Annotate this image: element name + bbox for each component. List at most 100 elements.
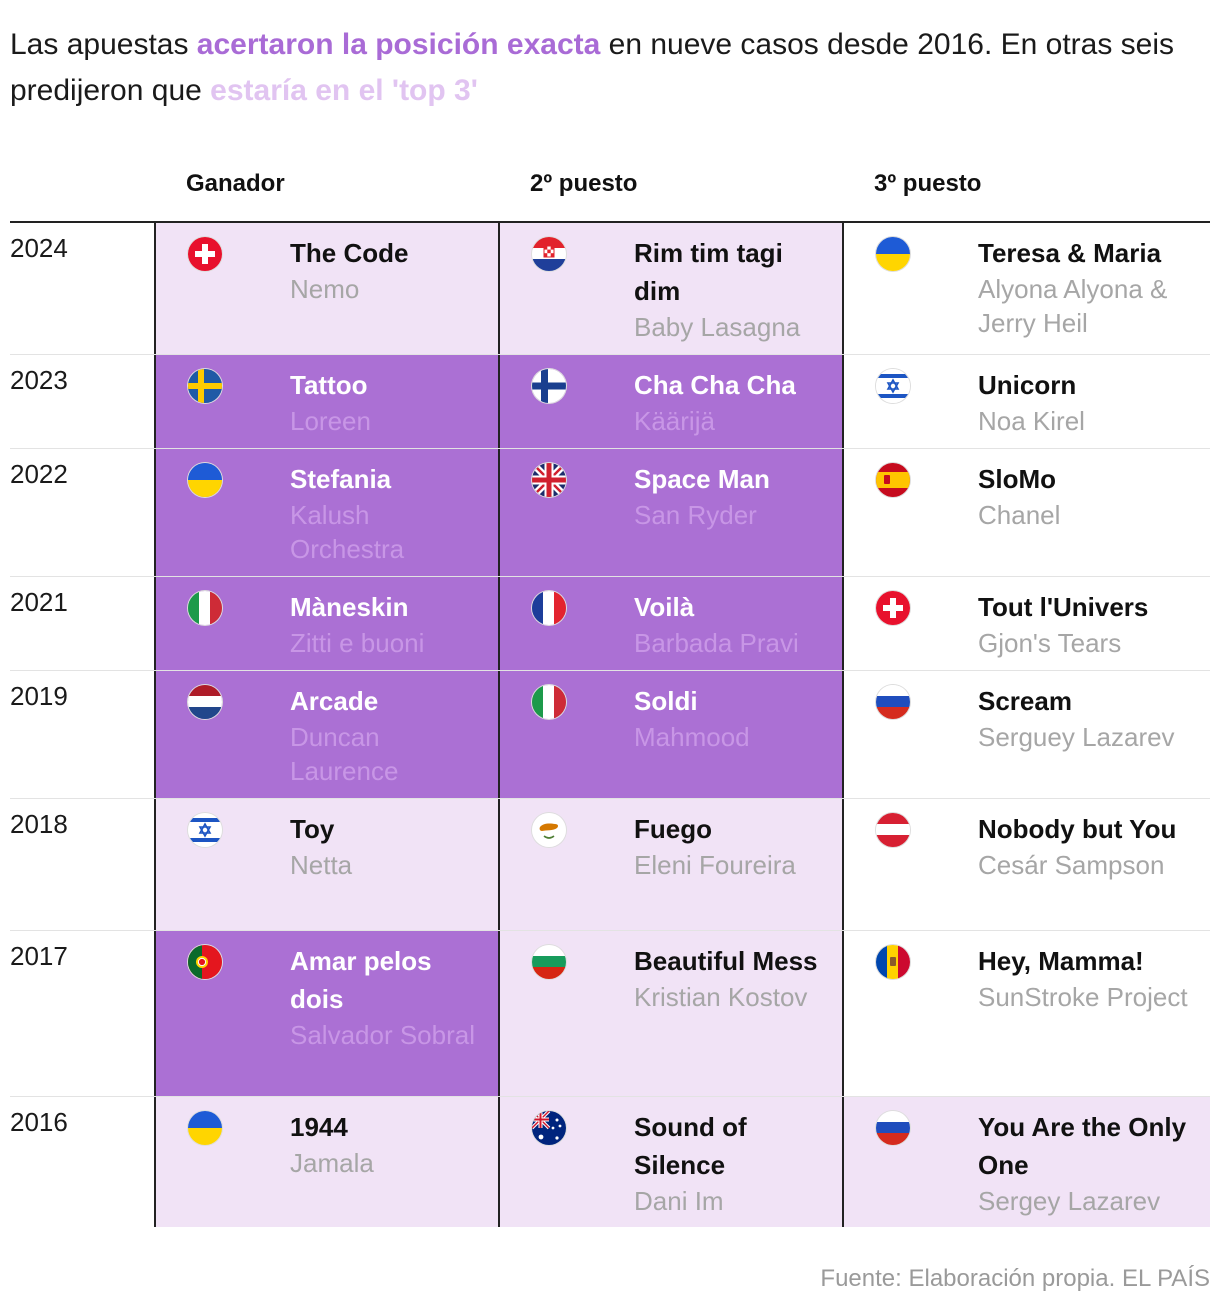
ukraine-flag-icon bbox=[876, 237, 910, 271]
table-row: 2019 Arcade Duncan Laurence Soldi Mahmood Scr… bbox=[10, 671, 1210, 799]
entry-text: Tattoo Loreen bbox=[290, 366, 480, 438]
title-part-1: Las apuestas bbox=[10, 28, 197, 61]
song-title: Cha Cha Cha bbox=[634, 370, 796, 400]
bulgaria-flag-icon bbox=[532, 945, 566, 979]
cell-winner: 1944 Jamala bbox=[154, 1097, 498, 1227]
artist-name: SunStroke Project bbox=[978, 982, 1188, 1012]
song-title: Hey, Mamma! bbox=[978, 946, 1144, 976]
portugal-flag-icon bbox=[188, 945, 222, 979]
cell-winner: Toy Netta bbox=[154, 799, 498, 930]
australia-flag-icon bbox=[532, 1111, 566, 1145]
table-row: 2021 Màneskin Zitti e buoni Voilà Barbada Pr… bbox=[10, 577, 1210, 671]
entry-text: Amar pelos dois Salvador Sobral bbox=[290, 942, 480, 1052]
spain-flag-icon bbox=[876, 463, 910, 497]
title-part-2: en nueve casos desde 2016. En otras seis… bbox=[10, 28, 1175, 107]
row-year: 2022 bbox=[10, 459, 68, 489]
song-title: Voilà bbox=[634, 592, 695, 622]
cell-winner: Amar pelos dois Salvador Sobral bbox=[154, 931, 498, 1096]
cell-third: Nobody but You Cesár Sampson bbox=[842, 799, 1210, 930]
song-title: Space Man bbox=[634, 464, 770, 494]
cell-winner: Arcade Duncan Laurence bbox=[154, 671, 498, 798]
entry-text: The Code Nemo bbox=[290, 234, 480, 306]
austria-flag-icon bbox=[876, 813, 910, 847]
entry-text: SloMo Chanel bbox=[978, 460, 1192, 532]
song-title: Toy bbox=[290, 814, 335, 844]
ukraine-flag-icon bbox=[188, 463, 222, 497]
cell-second: Voilà Barbada Pravi bbox=[498, 577, 842, 670]
song-title: SloMo bbox=[978, 464, 1056, 494]
results-table: Ganador 2º puesto 3º puesto 2024 The Code… bbox=[10, 160, 1210, 1227]
cell-second: Beautiful Mess Kristian Kostov bbox=[498, 931, 842, 1096]
song-title: Arcade bbox=[290, 686, 379, 716]
cell-second: Space Man San Ryder bbox=[498, 449, 842, 576]
song-title: Unicorn bbox=[978, 370, 1077, 400]
entry-text: You Are the Only One Sergey Lazarev bbox=[978, 1108, 1192, 1218]
entry-text: 1944 Jamala bbox=[290, 1108, 480, 1180]
song-title: Màneskin bbox=[290, 592, 409, 622]
artist-name: Salvador Sobral bbox=[290, 1020, 475, 1050]
title-highlight-exact: acertaron la posición exacta bbox=[196, 28, 601, 61]
cell-third: Unicorn Noa Kirel bbox=[842, 355, 1210, 448]
france-flag-icon bbox=[532, 591, 566, 625]
song-title: Nobody but You bbox=[978, 814, 1177, 844]
entry-text: Space Man San Ryder bbox=[634, 460, 824, 532]
song-title: Rim tim tagi dim bbox=[634, 238, 783, 306]
row-year: 2023 bbox=[10, 365, 68, 395]
entry-text: Beautiful Mess Kristian Kostov bbox=[634, 942, 824, 1014]
row-year: 2017 bbox=[10, 941, 68, 971]
row-year: 2018 bbox=[10, 809, 68, 839]
cell-winner: The Code Nemo bbox=[154, 223, 498, 354]
moldova-flag-icon bbox=[876, 945, 910, 979]
entry-text: Tout l'Univers Gjon's Tears bbox=[978, 588, 1192, 660]
song-title: Scream bbox=[978, 686, 1072, 716]
entry-text: Arcade Duncan Laurence bbox=[290, 682, 480, 788]
entry-text: Hey, Mamma! SunStroke Project bbox=[978, 942, 1192, 1014]
artist-name: Kalush Orchestra bbox=[290, 500, 405, 564]
artist-name: Netta bbox=[290, 850, 353, 880]
sweden-flag-icon bbox=[188, 369, 222, 403]
cell-winner: Tattoo Loreen bbox=[154, 355, 498, 448]
artist-name: Mahmood bbox=[634, 722, 750, 752]
entry-text: Rim tim tagi dim Baby Lasagna bbox=[634, 234, 824, 344]
entry-text: Unicorn Noa Kirel bbox=[978, 366, 1192, 438]
song-title: 1944 bbox=[290, 1112, 348, 1142]
cell-second: Sound of Silence Dani Im bbox=[498, 1097, 842, 1227]
artist-name: Loreen bbox=[290, 406, 371, 436]
artist-name: Duncan Laurence bbox=[290, 722, 399, 786]
cell-winner: Stefania Kalush Orchestra bbox=[154, 449, 498, 576]
row-year: 2021 bbox=[10, 587, 68, 617]
cell-third: You Are the Only One Sergey Lazarev bbox=[842, 1097, 1210, 1227]
artist-name: Gjon's Tears bbox=[978, 628, 1122, 658]
cell-third: Hey, Mamma! SunStroke Project bbox=[842, 931, 1210, 1096]
title-highlight-top3: estaría en el 'top 3' bbox=[210, 74, 478, 107]
artist-name: San Ryder bbox=[634, 500, 757, 530]
song-title: The Code bbox=[290, 238, 409, 268]
finland-flag-icon bbox=[532, 369, 566, 403]
cell-third: Tout l'Univers Gjon's Tears bbox=[842, 577, 1210, 670]
cell-third: Teresa & Maria Alyona Alyona & Jerry Heil bbox=[842, 223, 1210, 354]
artist-name: Dani Im bbox=[634, 1186, 724, 1216]
russia-flag-icon bbox=[876, 685, 910, 719]
cell-second: Soldi Mahmood bbox=[498, 671, 842, 798]
artist-name: Käärijä bbox=[634, 406, 715, 436]
israel-flag-icon bbox=[188, 813, 222, 847]
table-row: 2024 The Code Nemo Rim tim tagi dim Baby Las… bbox=[10, 223, 1210, 355]
row-year: 2024 bbox=[10, 233, 68, 263]
artist-name: Jamala bbox=[290, 1148, 374, 1178]
artist-name: Zitti e buoni bbox=[290, 628, 425, 658]
column-header-second: 2º puesto bbox=[530, 170, 638, 197]
switzerland-flag-icon bbox=[188, 237, 222, 271]
song-title: Fuego bbox=[634, 814, 712, 844]
row-year: 2019 bbox=[10, 681, 68, 711]
table-row: 2017 Amar pelos dois Salvador Sobral Beauti… bbox=[10, 931, 1210, 1097]
artist-name: Alyona Alyona & Jerry Heil bbox=[978, 274, 1168, 338]
artist-name: Eleni Foureira bbox=[634, 850, 796, 880]
cell-winner: Màneskin Zitti e buoni bbox=[154, 577, 498, 670]
artist-name: Kristian Kostov bbox=[634, 982, 808, 1012]
table-body: 2024 The Code Nemo Rim tim tagi dim Baby Las… bbox=[10, 223, 1210, 1227]
song-title: Teresa & Maria bbox=[978, 238, 1162, 268]
song-title: Stefania bbox=[290, 464, 392, 494]
entry-text: Scream Serguey Lazarev bbox=[978, 682, 1192, 754]
cell-third: SloMo Chanel bbox=[842, 449, 1210, 576]
cyprus-flag-icon bbox=[532, 813, 566, 847]
